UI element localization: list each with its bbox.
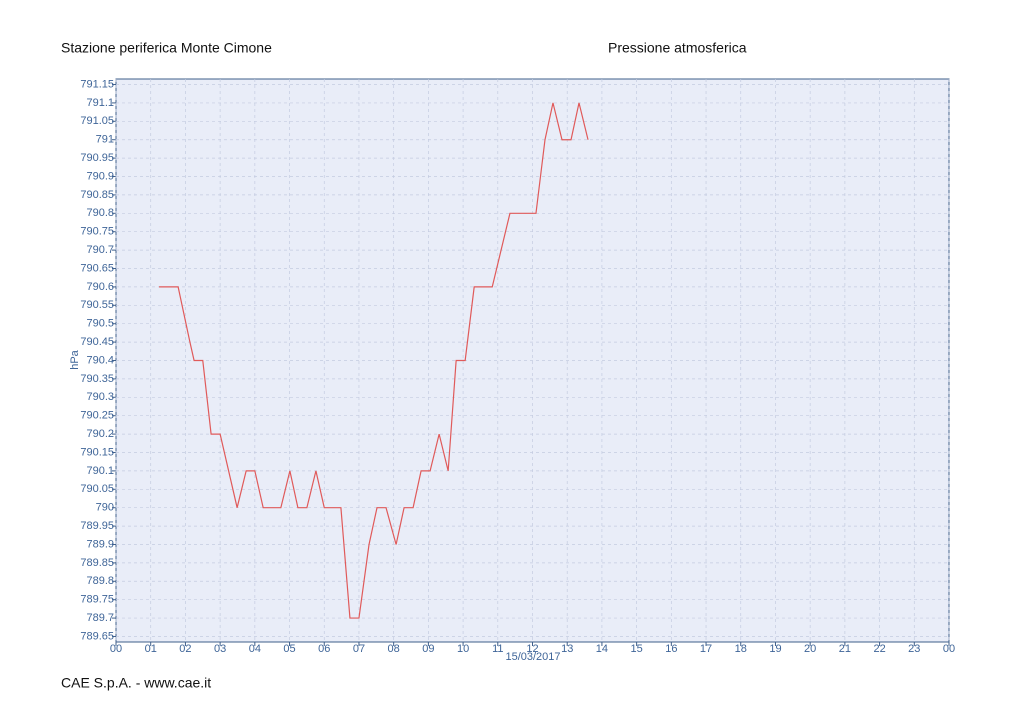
y-tick-label: 789.7 [86,612,114,624]
y-tick-label: 789.75 [80,594,114,606]
x-tick-label: 00 [943,643,955,655]
x-axis-label: 15/03/2017 [505,651,560,663]
y-tick-label: 791.05 [80,115,114,127]
x-tick-label: 19 [769,643,781,655]
x-tick-label: 09 [422,643,434,655]
y-tick-label: 790.6 [86,281,114,293]
x-tick-label: 07 [353,643,365,655]
y-tick-label: 790.45 [80,336,114,348]
y-tick-label: 790.85 [80,189,114,201]
y-tick-label: 789.85 [80,557,114,569]
y-tick-label: 790.1 [86,465,114,477]
chart-subtitle: Pressione atmosferica [608,40,747,56]
x-tick-label: 23 [908,643,920,655]
y-tick-label: 790.4 [86,354,114,366]
y-tick-label: 789.65 [80,630,114,642]
y-tick-label: 790.75 [80,226,114,238]
y-axis-label: hPa [69,349,81,369]
y-tick-label: 790.8 [86,207,114,219]
x-tick-label: 17 [700,643,712,655]
x-tick-label: 00 [110,643,122,655]
x-tick-label: 03 [214,643,226,655]
x-tick-label: 22 [873,643,885,655]
y-tick-label: 790.35 [80,373,114,385]
chart-title: Stazione periferica Monte Cimone [61,40,272,56]
y-tick-label: 790.25 [80,410,114,422]
x-tick-label: 20 [804,643,816,655]
x-tick-label: 12 [526,643,538,655]
x-tick-label: 02 [179,643,191,655]
x-tick-label: 08 [388,643,400,655]
x-tick-label: 21 [839,643,851,655]
y-tick-label: 790.7 [86,244,114,256]
y-tick-label: 789.95 [80,520,114,532]
x-tick-label: 14 [596,643,608,655]
x-tick-label: 11 [492,643,503,655]
x-tick-label: 05 [283,643,295,655]
x-tick-label: 18 [735,643,747,655]
y-tick-label: 790.2 [86,428,114,440]
y-tick-label: 789.9 [86,538,114,550]
x-tick-label: 06 [318,643,330,655]
x-tick-label: 16 [665,643,677,655]
y-tick-label: 789.8 [86,575,114,587]
y-tick-label: 790.05 [80,483,114,495]
y-tick-label: 790.55 [80,299,114,311]
y-tick-label: 790.65 [80,262,114,274]
y-tick-label: 790.15 [80,446,114,458]
x-tick-label: 15 [631,643,643,655]
y-tick-label: 790 [96,502,114,514]
y-tick-label: 791 [96,134,114,146]
y-tick-label: 791.1 [86,97,114,109]
x-tick-label: 04 [249,643,261,655]
x-tick-label: 01 [145,643,157,655]
x-tick-label: 10 [457,643,469,655]
y-tick-label: 790.5 [86,318,114,330]
y-tick-label: 790.95 [80,152,114,164]
y-tick-label: 790.3 [86,391,114,403]
y-tick-label: 790.9 [86,170,114,182]
footer: CAE S.p.A. - www.cae.it [61,675,211,691]
y-tick-label: 791.15 [80,78,114,90]
line-series [159,102,589,619]
x-tick-label: 13 [561,643,573,655]
